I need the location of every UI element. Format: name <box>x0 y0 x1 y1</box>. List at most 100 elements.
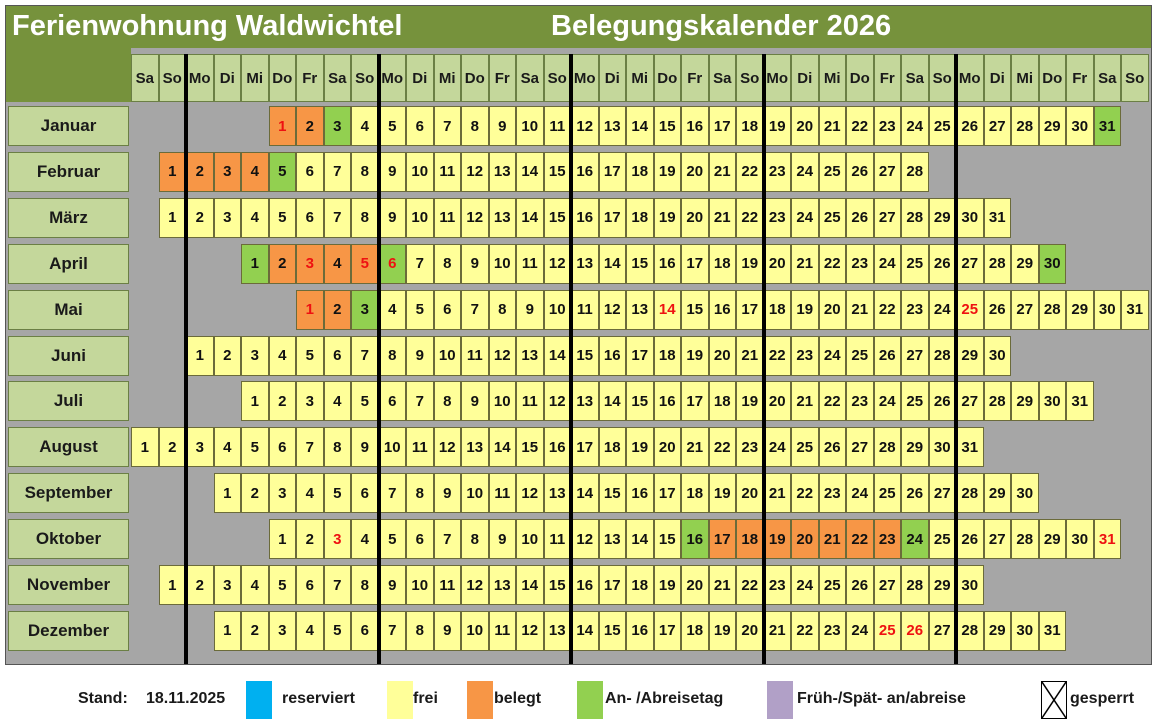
day-cell[interactable]: 20 <box>736 473 764 514</box>
day-cell[interactable]: 12 <box>571 106 599 146</box>
day-cell[interactable]: 20 <box>681 565 709 605</box>
day-cell[interactable]: 5 <box>268 151 296 192</box>
day-cell[interactable]: 12 <box>461 151 489 192</box>
day-cell[interactable]: 16 <box>626 610 654 651</box>
day-cell[interactable]: 10 <box>406 565 434 605</box>
day-cell[interactable]: 7 <box>378 610 406 651</box>
day-cell[interactable]: 23 <box>846 243 874 284</box>
day-cell[interactable]: 15 <box>543 197 571 238</box>
day-cell[interactable]: 5 <box>323 610 351 651</box>
day-cell[interactable]: 26 <box>901 610 929 651</box>
day-cell[interactable]: 30 <box>1093 289 1121 330</box>
day-cell[interactable]: 16 <box>653 243 681 284</box>
day-cell[interactable]: 11 <box>543 106 571 146</box>
day-cell[interactable]: 1 <box>241 243 269 284</box>
day-cell[interactable]: 28 <box>1011 106 1039 146</box>
day-cell[interactable]: 1 <box>241 381 269 422</box>
day-cell[interactable]: 31 <box>1066 381 1094 422</box>
day-cell[interactable]: 19 <box>708 473 736 514</box>
day-cell[interactable]: 9 <box>433 610 461 651</box>
day-cell[interactable]: 28 <box>901 151 929 192</box>
day-cell[interactable]: 13 <box>598 106 626 146</box>
day-cell[interactable]: 29 <box>956 335 984 376</box>
day-cell[interactable]: 16 <box>571 565 599 605</box>
day-cell[interactable]: 12 <box>516 610 544 651</box>
day-cell[interactable]: 9 <box>406 335 434 376</box>
day-cell[interactable]: 22 <box>791 610 819 651</box>
day-cell[interactable]: 20 <box>681 151 709 192</box>
day-cell[interactable]: 23 <box>763 151 791 192</box>
day-cell[interactable]: 23 <box>873 519 901 560</box>
day-cell[interactable]: 25 <box>901 381 929 422</box>
day-cell[interactable]: 28 <box>1038 289 1066 330</box>
day-cell[interactable]: 14 <box>543 335 571 376</box>
day-cell[interactable]: 8 <box>323 427 351 468</box>
day-cell[interactable]: 11 <box>406 427 434 468</box>
day-cell[interactable]: 2 <box>241 473 269 514</box>
day-cell[interactable]: 28 <box>1011 519 1039 560</box>
day-cell[interactable]: 1 <box>296 289 324 330</box>
day-cell[interactable]: 15 <box>681 289 709 330</box>
day-cell[interactable]: 30 <box>956 197 984 238</box>
day-cell[interactable]: 9 <box>461 381 489 422</box>
day-cell[interactable]: 19 <box>653 197 681 238</box>
day-cell[interactable]: 24 <box>873 243 901 284</box>
day-cell[interactable]: 11 <box>516 243 544 284</box>
day-cell[interactable]: 2 <box>268 381 296 422</box>
day-cell[interactable]: 5 <box>323 473 351 514</box>
day-cell[interactable]: 20 <box>736 610 764 651</box>
day-cell[interactable]: 27 <box>846 427 874 468</box>
day-cell[interactable]: 29 <box>928 565 956 605</box>
day-cell[interactable]: 17 <box>708 519 736 560</box>
day-cell[interactable]: 9 <box>488 519 516 560</box>
day-cell[interactable]: 23 <box>763 197 791 238</box>
day-cell[interactable]: 21 <box>846 289 874 330</box>
day-cell[interactable]: 9 <box>433 473 461 514</box>
day-cell[interactable]: 10 <box>461 610 489 651</box>
day-cell[interactable]: 26 <box>846 197 874 238</box>
day-cell[interactable]: 16 <box>653 381 681 422</box>
day-cell[interactable]: 4 <box>323 381 351 422</box>
day-cell[interactable]: 20 <box>681 197 709 238</box>
day-cell[interactable]: 17 <box>653 473 681 514</box>
day-cell[interactable]: 28 <box>901 197 929 238</box>
day-cell[interactable]: 7 <box>406 243 434 284</box>
day-cell[interactable]: 27 <box>983 519 1011 560</box>
day-cell[interactable]: 19 <box>763 106 791 146</box>
day-cell[interactable]: 5 <box>351 381 379 422</box>
day-cell[interactable]: 3 <box>268 610 296 651</box>
day-cell[interactable]: 14 <box>626 519 654 560</box>
day-cell[interactable]: 17 <box>681 381 709 422</box>
day-cell[interactable]: 11 <box>433 565 461 605</box>
day-cell[interactable]: 6 <box>268 427 296 468</box>
day-cell[interactable]: 5 <box>406 289 434 330</box>
day-cell[interactable]: 22 <box>846 106 874 146</box>
day-cell[interactable]: 6 <box>296 197 324 238</box>
day-cell[interactable]: 11 <box>516 381 544 422</box>
day-cell[interactable]: 8 <box>488 289 516 330</box>
day-cell[interactable]: 1 <box>158 197 186 238</box>
day-cell[interactable]: 8 <box>433 243 461 284</box>
day-cell[interactable]: 12 <box>543 243 571 284</box>
day-cell[interactable]: 26 <box>846 565 874 605</box>
day-cell[interactable]: 6 <box>406 106 434 146</box>
day-cell[interactable]: 22 <box>873 289 901 330</box>
day-cell[interactable]: 6 <box>323 335 351 376</box>
day-cell[interactable]: 16 <box>708 289 736 330</box>
day-cell[interactable]: 17 <box>653 610 681 651</box>
day-cell[interactable]: 18 <box>736 519 764 560</box>
day-cell[interactable]: 8 <box>351 151 379 192</box>
day-cell[interactable]: 4 <box>241 197 269 238</box>
day-cell[interactable]: 20 <box>791 106 819 146</box>
day-cell[interactable]: 13 <box>516 335 544 376</box>
day-cell[interactable]: 3 <box>323 106 351 146</box>
day-cell[interactable]: 26 <box>956 519 984 560</box>
day-cell[interactable]: 9 <box>378 151 406 192</box>
day-cell[interactable]: 27 <box>1011 289 1039 330</box>
day-cell[interactable]: 4 <box>351 106 379 146</box>
day-cell[interactable]: 16 <box>598 335 626 376</box>
day-cell[interactable]: 16 <box>681 106 709 146</box>
day-cell[interactable]: 3 <box>213 197 241 238</box>
day-cell[interactable]: 1 <box>158 151 186 192</box>
day-cell[interactable]: 26 <box>873 335 901 376</box>
